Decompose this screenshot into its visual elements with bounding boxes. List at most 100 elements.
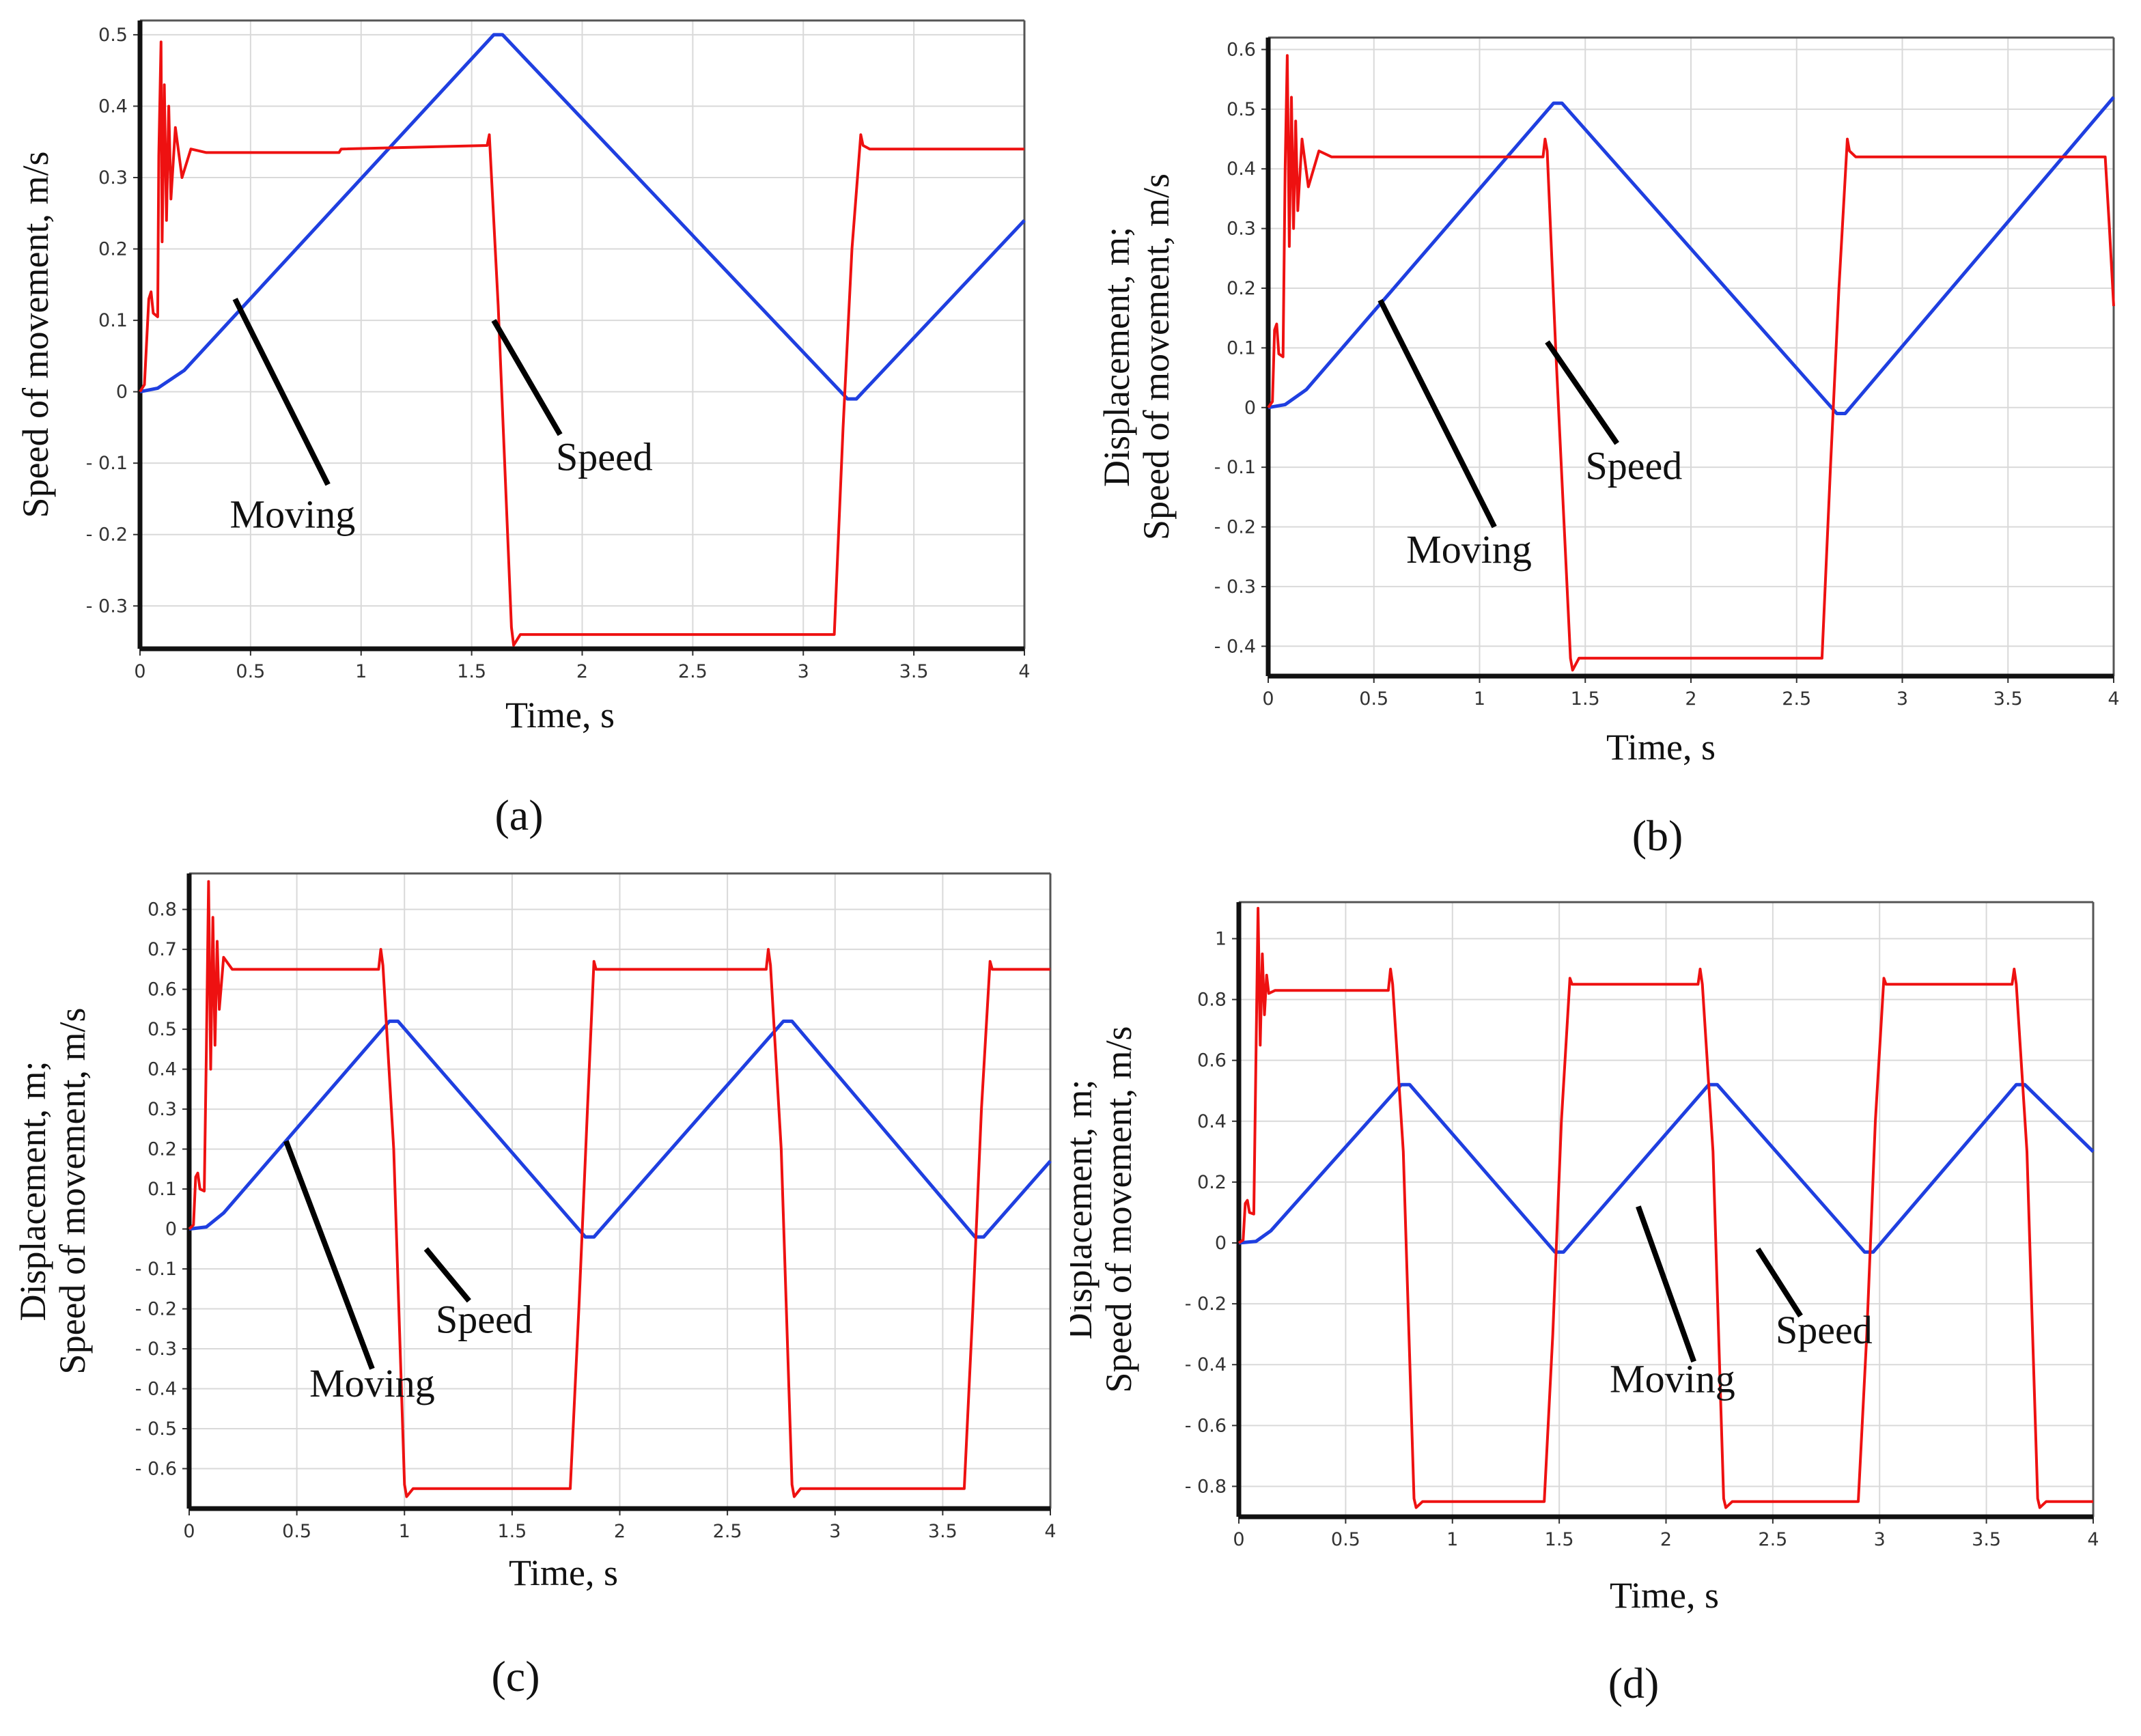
series-line-speed (1237, 906, 2093, 1509)
y-tick-label: 0.5 (1227, 99, 1256, 120)
x-tick-label: 1 (355, 661, 367, 682)
y-axis-label: Speed of movement, m/s (1136, 173, 1177, 540)
y-tick-label: - 0.1 (135, 1259, 177, 1280)
y-tick-label: 1 (1215, 928, 1227, 949)
y-tick-label: 0.3 (148, 1099, 177, 1120)
panel-caption: (c) (491, 1652, 540, 1700)
x-tick-label: 3 (798, 661, 809, 682)
annotation-label-moving: Moving (1610, 1356, 1735, 1401)
y-tick-label: 0.8 (1197, 990, 1227, 1011)
x-tick-label: 2.5 (1782, 688, 1811, 710)
chart-3-svg: 0 0.5 1 1.5 2 2.5 3 3.5 4 1 0.8 0.6 0.4 0.2 0 - 0.2 - 0.… (1070, 901, 2099, 1707)
annotation-pointer (491, 319, 563, 436)
x-tick-label: 2.5 (678, 661, 708, 682)
annotation-pointer (423, 1247, 471, 1303)
x-tick-label: 2.5 (1758, 1529, 1787, 1550)
x-tick-label: 1 (1474, 688, 1485, 710)
y-tick-label: 0 (116, 382, 128, 403)
chart-1-svg: 0 0.5 1 1.5 2 2.5 3 3.5 4 0.6 0.5 0.4 0.3 0.2 0.1 0 - 0.… (1096, 36, 2120, 860)
x-tick-label: 4 (2087, 1529, 2099, 1550)
y-tick-label: 0.8 (148, 899, 177, 921)
annotation-label-speed: Speed (436, 1298, 533, 1342)
y-tick-label: 0.6 (148, 979, 177, 1000)
annotation-pointer (1755, 1247, 1803, 1318)
y-axis-label: Displacement, m; (1070, 1080, 1100, 1340)
panel-caption: (b) (1632, 811, 1683, 860)
x-tick-label: 0.5 (1359, 688, 1388, 710)
x-tick-label: 1.5 (1571, 688, 1600, 710)
x-axis-label: Time, s (1610, 1575, 1719, 1616)
y-tick-label: 0.1 (98, 310, 128, 331)
y-axis-label: Speed of movement, m/s (52, 1008, 93, 1375)
x-tick-label: 1.5 (457, 661, 486, 682)
y-tick-label: - 0.8 (1185, 1476, 1227, 1497)
y-tick-label: - 0.3 (1214, 576, 1256, 598)
x-tick-label: 0.5 (1331, 1529, 1360, 1550)
y-tick-label: 0.6 (1197, 1050, 1227, 1072)
y-tick-label: - 0.6 (135, 1459, 177, 1480)
y-tick-label: 0.2 (148, 1139, 177, 1160)
x-axis-label: Time, s (1606, 727, 1716, 768)
y-tick-label: 0.5 (148, 1019, 177, 1040)
y-tick-label: - 0.1 (1214, 457, 1256, 478)
x-tick-label: 3.5 (1993, 688, 2023, 710)
panel-b: 0 0.5 1 1.5 2 2.5 3 3.5 4 0.6 0.5 0.4 0.3 0.2 0.1 0 - 0.… (1070, 0, 2141, 868)
x-tick-label: 1 (399, 1521, 410, 1542)
series-line-moving (1268, 96, 2115, 415)
y-tick-label: - 0.2 (135, 1299, 177, 1320)
y-tick-label: 0 (165, 1219, 177, 1240)
annotation-label-speed: Speed (1586, 444, 1683, 488)
x-axis-label: Time, s (505, 695, 615, 736)
y-tick-label: 0 (1244, 397, 1256, 419)
x-tick-label: 1 (1446, 1529, 1458, 1550)
series-line-speed (139, 40, 1024, 647)
y-tick-label: - 0.2 (86, 524, 128, 546)
y-tick-label: 0.4 (148, 1059, 177, 1080)
x-tick-label: 1.5 (1545, 1529, 1574, 1550)
y-tick-label: 0.1 (1227, 337, 1256, 359)
y-tick-label: 0.4 (1197, 1111, 1227, 1132)
y-tick-label: 0.4 (98, 96, 128, 117)
y-tick-label: 0.2 (98, 239, 128, 260)
x-tick-label: 0.5 (282, 1521, 311, 1542)
annotation-pointer (1377, 298, 1497, 529)
y-tick-label: - 0.6 (1185, 1415, 1227, 1436)
y-tick-label: - 0.1 (86, 453, 128, 474)
y-tick-label: - 0.4 (1185, 1354, 1227, 1375)
panel-c: 0 0.5 1 1.5 2 2.5 3 3.5 4 0.8 0.7 0.6 0.5 0.4 0.3 0.2 0.… (0, 868, 1070, 1736)
y-tick-label: - 0.2 (1214, 517, 1256, 538)
y-tick-label: 0.2 (1227, 278, 1256, 299)
x-tick-label: 3.5 (1972, 1529, 2001, 1550)
x-tick-label: 3 (1897, 688, 1908, 710)
x-tick-label: 0 (134, 661, 145, 682)
panel-caption: (a) (494, 791, 543, 839)
y-axis-label: Displacement, m; (12, 1061, 53, 1321)
x-tick-label: 2.5 (713, 1521, 742, 1542)
y-tick-label: 0.2 (1197, 1172, 1227, 1193)
y-tick-label: 0.5 (98, 25, 128, 46)
annotation-pointer (232, 297, 331, 486)
panel-d: 0 0.5 1 1.5 2 2.5 3 3.5 4 1 0.8 0.6 0.4 0.2 0 - 0.2 - 0.… (1070, 868, 2141, 1736)
x-tick-label: 0 (1262, 688, 1274, 710)
x-tick-label: 2 (1660, 1529, 1672, 1550)
y-tick-label: 0.4 (1227, 158, 1256, 180)
annotation-label-moving: Moving (1406, 527, 1532, 572)
x-tick-label: 3 (1874, 1529, 1886, 1550)
x-tick-label: 2 (576, 661, 588, 682)
y-tick-label: - 0.4 (135, 1379, 177, 1400)
y-tick-label: - 0.3 (86, 596, 128, 617)
x-tick-label: 4 (2108, 688, 2119, 710)
y-axis-label: Speed of movement, m/s (1098, 1026, 1139, 1393)
x-tick-label: 0 (1233, 1529, 1244, 1550)
x-tick-label: 4 (1018, 661, 1030, 682)
series-line-moving (139, 33, 1026, 401)
annotation-pointer (1545, 340, 1619, 445)
y-tick-label: - 0.2 (1185, 1293, 1227, 1315)
panel-a: 0 0.5 1 1.5 2 2.5 3 3.5 4 0.5 0.4 0.3 0.2 0.1 0 - 0.1 - … (0, 0, 1070, 868)
x-tick-label: 0.5 (236, 661, 265, 682)
x-axis-label: Time, s (509, 1552, 618, 1593)
y-tick-label: 0.1 (148, 1179, 177, 1200)
chart-0-svg: 0 0.5 1 1.5 2 2.5 3 3.5 4 0.5 0.4 0.3 0.2 0.1 0 - 0.1 - … (15, 19, 1031, 839)
y-axis-label: Speed of movement, m/s (15, 152, 56, 518)
